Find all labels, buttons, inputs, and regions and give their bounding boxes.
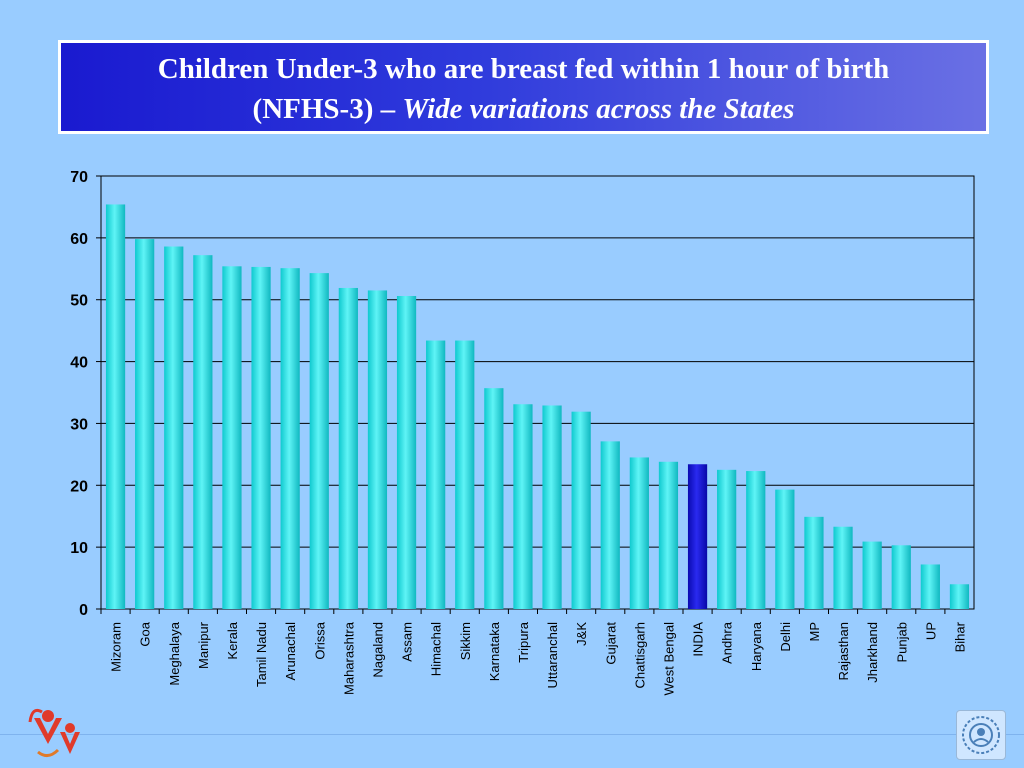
x-tick-label: Meghalaya: [167, 621, 182, 685]
x-tick-label: Arunachal: [283, 622, 298, 681]
bar: [920, 564, 940, 609]
bar: [746, 471, 766, 609]
title-line-1: Children Under-3 who are breast fed with…: [157, 53, 890, 85]
x-tick-label: UP: [923, 622, 938, 640]
x-tick-label: Rajasthan: [836, 622, 851, 681]
bar: [542, 405, 562, 609]
x-tick-label: West Bengal: [661, 622, 676, 696]
y-axis-ticks: 0 10 20 30 40 50 60 70: [70, 169, 101, 619]
bar: [251, 266, 271, 609]
bar-highlight: [687, 464, 708, 609]
x-tick-label: Tripura: [516, 621, 531, 662]
bar: [629, 457, 649, 609]
y-tick-label: 50: [70, 293, 88, 310]
title-line-2: (NFHS-3) – Wide variations across the St…: [61, 89, 986, 129]
y-tick-label: 40: [70, 355, 88, 372]
y-tick-label: 20: [70, 478, 88, 495]
y-tick-label: 30: [70, 416, 88, 433]
x-tick-label: Kerala: [225, 621, 240, 659]
y-tick-label: 70: [70, 169, 88, 186]
bar: [891, 545, 911, 609]
bar: [658, 461, 679, 609]
x-tick-label: Sikkim: [458, 622, 473, 660]
x-tick-label: Uttaranchal: [545, 622, 560, 689]
x-tick-label: Orissa: [312, 621, 327, 659]
x-tick-label: Himachal: [429, 622, 444, 676]
bars: [105, 204, 970, 610]
bar: [804, 516, 824, 609]
x-tick-label: Punjab: [894, 622, 909, 662]
title-banner: Children Under-3 who are breast fed with…: [58, 40, 989, 134]
title-line-2-plain: (NFHS-3) –: [252, 93, 403, 125]
bar: [833, 526, 853, 609]
x-tick-label: INDIA: [691, 622, 706, 657]
bar: [367, 290, 388, 609]
y-tick-label: 10: [70, 540, 88, 557]
x-tick-label: Andhra: [720, 621, 735, 664]
x-tick-label: Nagaland: [370, 622, 385, 678]
y-tick-label: 60: [70, 231, 88, 248]
bar: [164, 246, 184, 609]
bar: [513, 404, 533, 609]
bar: [775, 489, 795, 609]
x-tick-label: Haryana: [749, 621, 764, 671]
emblem-seal-icon: [956, 710, 1006, 760]
x-tick-label: Gujarat: [603, 622, 618, 665]
bar: [717, 469, 737, 609]
y-tick-label: 0: [79, 602, 88, 619]
bar: [222, 266, 242, 609]
bar: [193, 255, 213, 610]
bar: [280, 268, 300, 609]
x-tick-label: Chattisgarh: [632, 622, 647, 688]
x-tick-label: MP: [807, 622, 822, 642]
mother-child-logo-icon: [28, 704, 88, 762]
x-tick-label: Manipur: [196, 621, 211, 669]
bar: [105, 204, 126, 609]
bar: [484, 388, 504, 609]
bar: [135, 239, 155, 609]
bar: [426, 340, 446, 609]
bar: [600, 441, 620, 609]
x-tick-label: Maharashtra: [341, 621, 356, 695]
x-tick-label: Karnataka: [487, 621, 502, 681]
bar: [455, 340, 475, 609]
title-line-2-italic: Wide variations across the States: [402, 93, 795, 125]
x-tick-label: Bihar: [952, 621, 967, 652]
bar: [571, 411, 591, 609]
footer-divider: [0, 734, 1024, 735]
gridlines: [101, 237, 974, 548]
x-tick-label: Jharkhand: [865, 622, 880, 683]
bar: [338, 287, 358, 609]
bar: [949, 584, 970, 609]
x-tick-label: Tamil Nadu: [254, 622, 269, 687]
x-tick-label: Mizoram: [109, 622, 124, 672]
bar: [396, 296, 417, 609]
x-tick-label: Goa: [138, 621, 153, 646]
x-tick-label: Delhi: [778, 622, 793, 652]
x-axis-labels: Mizoram Goa Meghalaya Manipur Kerala Tamil Na…: [100, 609, 967, 696]
x-tick-label: Assam: [400, 622, 415, 662]
bar: [309, 273, 329, 609]
x-tick-label: J&K: [574, 622, 589, 646]
bar: [862, 541, 882, 609]
